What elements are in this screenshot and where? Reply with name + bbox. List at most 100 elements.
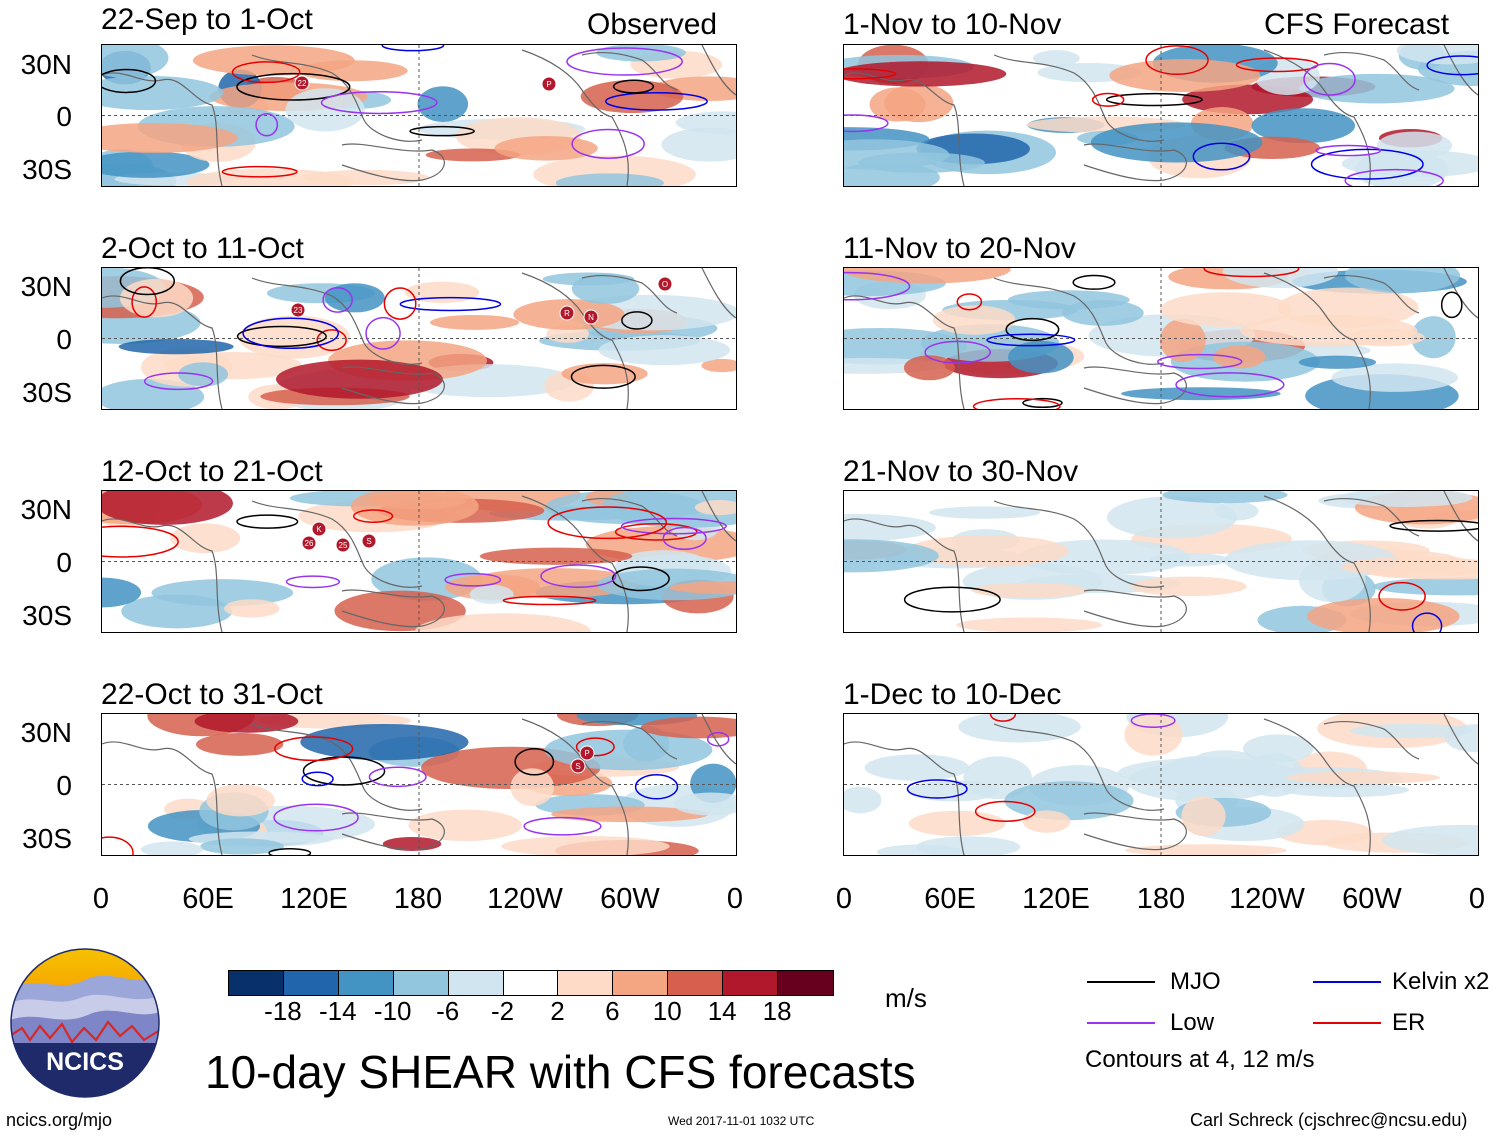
lon-label-60e: 60E: [182, 883, 234, 915]
wave-contour: [989, 714, 1017, 722]
wave-contour: [1022, 397, 1063, 409]
legend-line-low: [1087, 1022, 1155, 1024]
legend-line-er: [1313, 1022, 1381, 1024]
wave-contour: [514, 747, 555, 776]
svg-text:K: K: [316, 525, 322, 534]
wave-contour: [1192, 142, 1251, 171]
wave-contour: [102, 525, 179, 558]
wave-contour: [365, 316, 401, 350]
svg-text:R: R: [564, 309, 570, 318]
wave-contour: [1175, 372, 1285, 398]
shear-anomaly-blob: [1299, 73, 1455, 104]
lon-label-0: 0: [92, 883, 110, 915]
wave-contour: [571, 128, 645, 159]
panel-title-fcst-4: 1-Dec to 10-Dec: [843, 678, 1062, 711]
footer-credit: Carl Schreck (cjschrec@ncsu.edu): [1190, 1110, 1468, 1130]
colorbar-cell: [283, 971, 339, 995]
legend-line-kelvin: [1313, 981, 1381, 983]
map-panel-observed-2: [101, 267, 737, 410]
lon-label-0-east: 0: [1468, 883, 1486, 915]
coastline: [251, 277, 423, 365]
ncics-logo: NCICS: [10, 948, 160, 1098]
wave-contour: [302, 756, 386, 786]
shear-anomaly-blob: [170, 523, 241, 554]
main-title: 10-day SHEAR with CFS forecasts: [205, 1046, 916, 1098]
coastline: [341, 366, 445, 405]
shear-anomaly-blob: [1396, 45, 1478, 65]
wave-contour: [131, 286, 158, 318]
colorbar-tick-label: -10: [373, 996, 412, 1026]
lat-label-30s: 30S: [22, 600, 72, 631]
coastline: [581, 274, 678, 314]
panel-title-obs-4: 22-Oct to 31-Oct: [101, 678, 323, 711]
shear-anomaly-blob: [1007, 290, 1130, 310]
lat-label-eq: 0: [56, 324, 72, 355]
shear-anomaly-blob: [958, 714, 1081, 743]
shear-anomaly-blob: [102, 378, 205, 409]
colorbar-tick-label: -6: [436, 996, 460, 1026]
shear-anomaly-blob: [600, 491, 736, 528]
wave-contour: [236, 325, 327, 348]
footer-url[interactable]: ncics.org/mjo: [6, 1110, 113, 1130]
shear-anomaly-blob: [102, 122, 238, 153]
shear-anomaly-blob: [194, 714, 299, 733]
coastline: [701, 45, 736, 96]
wave-contour: [409, 125, 475, 137]
storm-marker: S: [361, 533, 377, 549]
colorbar-cell: [448, 971, 504, 995]
shear-anomaly-blob: [121, 594, 233, 629]
shear-anomaly-blob: [1368, 566, 1478, 580]
wave-contour: [268, 848, 312, 855]
shear-anomaly-blob: [1381, 824, 1478, 855]
panel-title-obs-1: 22-Sep to 1-Oct: [101, 3, 313, 36]
wave-contour: [1426, 55, 1478, 76]
wave-contour: [368, 766, 427, 788]
coastline: [701, 714, 736, 765]
shear-anomaly-blob: [1159, 318, 1206, 363]
colorbar-units: m/s: [885, 983, 927, 1013]
colorbar-cell: [503, 971, 559, 995]
shear-anomaly-blob: [1377, 131, 1453, 160]
shear-anomaly-blob: [1149, 553, 1229, 567]
wave-contour: [320, 91, 438, 115]
colorbar-tick-label: 18: [762, 996, 792, 1026]
legend-label-kelvin: Kelvin x2: [1392, 968, 1490, 995]
coastline: [844, 295, 965, 409]
colorbar-tick-label: 14: [707, 996, 737, 1026]
shear-anomaly-blob: [1090, 122, 1263, 163]
colorbar-cell: [613, 971, 669, 995]
wave-contour: [1440, 291, 1463, 319]
lon-label-120w: 120W: [1229, 883, 1305, 915]
wave-contour: [1203, 268, 1300, 278]
shear-anomaly-blob: [102, 491, 233, 525]
map-svg: [844, 268, 1478, 409]
panel-title-obs-3: 12-Oct to 21-Oct: [101, 455, 323, 488]
coastline: [1323, 720, 1420, 760]
lat-label-eq: 0: [56, 547, 72, 578]
colorbar-cell: [338, 971, 394, 995]
coastline: [251, 500, 423, 588]
coastline: [1323, 51, 1420, 91]
colorbar-tick-label: 10: [652, 996, 682, 1026]
colorbar-tick-label: 6: [605, 996, 620, 1026]
wave-contour: [1310, 148, 1424, 180]
svg-text:25: 25: [339, 541, 348, 550]
map-panel-observed-1: [101, 44, 737, 187]
coastline: [1083, 589, 1187, 628]
wave-contour: [523, 816, 602, 836]
lat-label-30s: 30S: [22, 823, 72, 854]
colorbar-tick-label: -18: [264, 996, 302, 1026]
cfs-forecast-header: CFS Forecast: [1264, 8, 1450, 41]
coastline: [521, 272, 629, 409]
map-svg: [102, 45, 736, 186]
wave-contour: [605, 91, 708, 111]
panel-title-fcst-3: 21-Nov to 30-Nov: [843, 455, 1079, 488]
shear-anomaly-blob: [469, 584, 514, 604]
wave-contour: [274, 736, 354, 762]
shear-anomaly-blob: [858, 152, 985, 173]
map-svg: [844, 491, 1478, 632]
wave-contour: [620, 517, 727, 535]
map-svg: [102, 491, 736, 632]
shear-anomaly-blob: [1181, 796, 1226, 837]
